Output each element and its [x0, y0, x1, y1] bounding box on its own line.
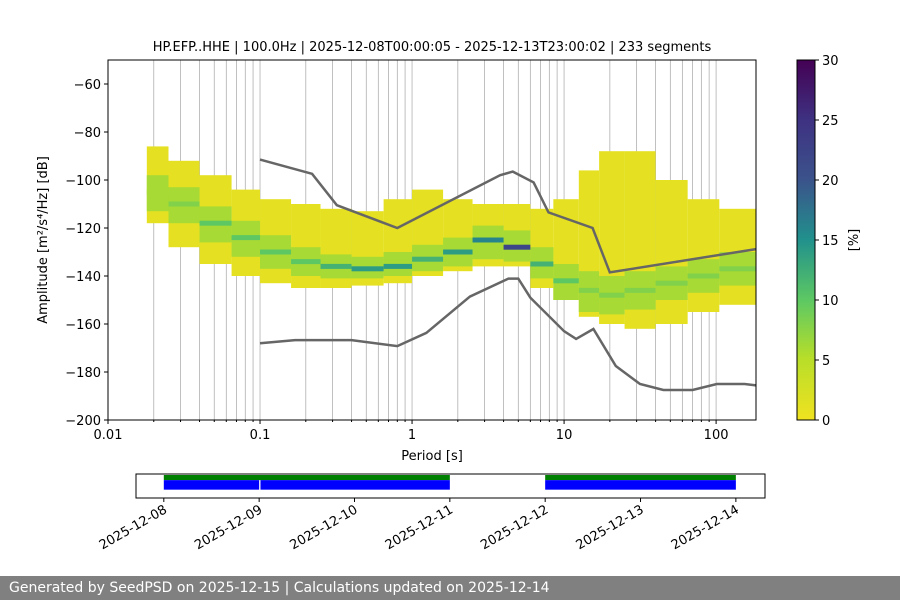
coverage-bar: [545, 480, 736, 490]
pdf-mode-cell: [719, 266, 756, 272]
pdf-mode-cell: [351, 266, 384, 272]
pdf-mode-cell: [231, 235, 261, 241]
noise-model-line: [259, 277, 757, 392]
pdf-mode-cell: [168, 201, 200, 207]
y-tick-label: −80: [74, 126, 101, 141]
colorbar-tick-label: 0: [822, 414, 830, 429]
pdf-mode-cell: [553, 278, 579, 284]
x-tick-label: 1: [408, 428, 416, 443]
pdf-mode-cell: [503, 244, 531, 250]
y-tick-label: −120: [65, 222, 101, 237]
x-tick-label: 10: [556, 428, 573, 443]
x-tick-label: 0.01: [94, 428, 123, 443]
x-tick-label: 100: [704, 428, 729, 443]
pdf-mode-cell: [472, 237, 504, 243]
y-tick-label: −140: [65, 270, 101, 285]
coverage-bar: [163, 480, 260, 490]
y-tick-label: −200: [65, 414, 101, 429]
pdf-mode-cell: [260, 249, 292, 255]
colorbar-label: [%]: [847, 229, 862, 252]
y-tick-label: −100: [65, 174, 101, 189]
colorbar-tick-label: 10: [822, 294, 839, 309]
colorbar-tick-label: 25: [822, 114, 839, 129]
coverage-bar: [163, 475, 450, 481]
pdf-mode-cell: [624, 287, 656, 293]
y-axis-label: Amplitude [m²/s⁴/Hz] [dB]: [36, 156, 51, 324]
noise-model-line: [259, 158, 757, 274]
chart: HP.EFP..HHE | 100.0Hz | 2025-12-08T00:00…: [36, 40, 862, 553]
timeline-tick-label: 2025-12-14: [669, 502, 742, 553]
y-tick-label: −60: [74, 78, 101, 93]
timeline-frame: [135, 473, 766, 499]
pdf-mode-cell: [146, 189, 169, 195]
colorbar-tick-label: 15: [822, 234, 839, 249]
chart-title: HP.EFP..HHE | 100.0Hz | 2025-12-08T00:00…: [153, 40, 712, 55]
pdf-mode-cell: [599, 292, 625, 298]
pdf-outer-cell: [655, 180, 688, 324]
colorbar-tick-label: 5: [822, 354, 830, 369]
colorbar-tick-label: 20: [822, 174, 839, 189]
y-tick-label: −160: [65, 318, 101, 333]
pdf-mode-cell: [412, 256, 444, 262]
x-axis-label: Period [s]: [401, 449, 463, 464]
x-tick-label: 0.1: [250, 428, 271, 443]
timeline-tick-label: 2025-12-13: [574, 502, 647, 553]
coverage-bar: [260, 480, 450, 490]
y-tick-label: −180: [65, 366, 101, 381]
timeline-tick-label: 2025-12-11: [383, 502, 456, 553]
pdf-mode-cell: [687, 273, 720, 279]
pdf-mode-cell: [291, 259, 321, 265]
timeline-tick-label: 2025-12-10: [288, 502, 361, 553]
pdf-mode-cell: [578, 287, 600, 293]
pdf-mode-cell: [199, 220, 232, 226]
timeline-tick-label: 2025-12-09: [192, 502, 265, 553]
colorbar-tick-label: 30: [822, 54, 839, 69]
footer: Generated by SeedPSD on 2025-12-15 | Cal…: [0, 576, 900, 600]
timeline-tick-label: 2025-12-12: [478, 502, 551, 553]
coverage-bar: [545, 475, 736, 481]
colorbar: [796, 59, 816, 421]
pdf-mode-cell: [383, 263, 413, 269]
pdf-mode-cell: [530, 261, 554, 267]
pdf-mode-cell: [655, 280, 688, 286]
timeline-tick-label: 2025-12-08: [97, 502, 170, 553]
pdf-mode-cell: [443, 249, 473, 255]
plot-frame: [107, 59, 757, 421]
pdf-mode-cell: [320, 263, 352, 269]
